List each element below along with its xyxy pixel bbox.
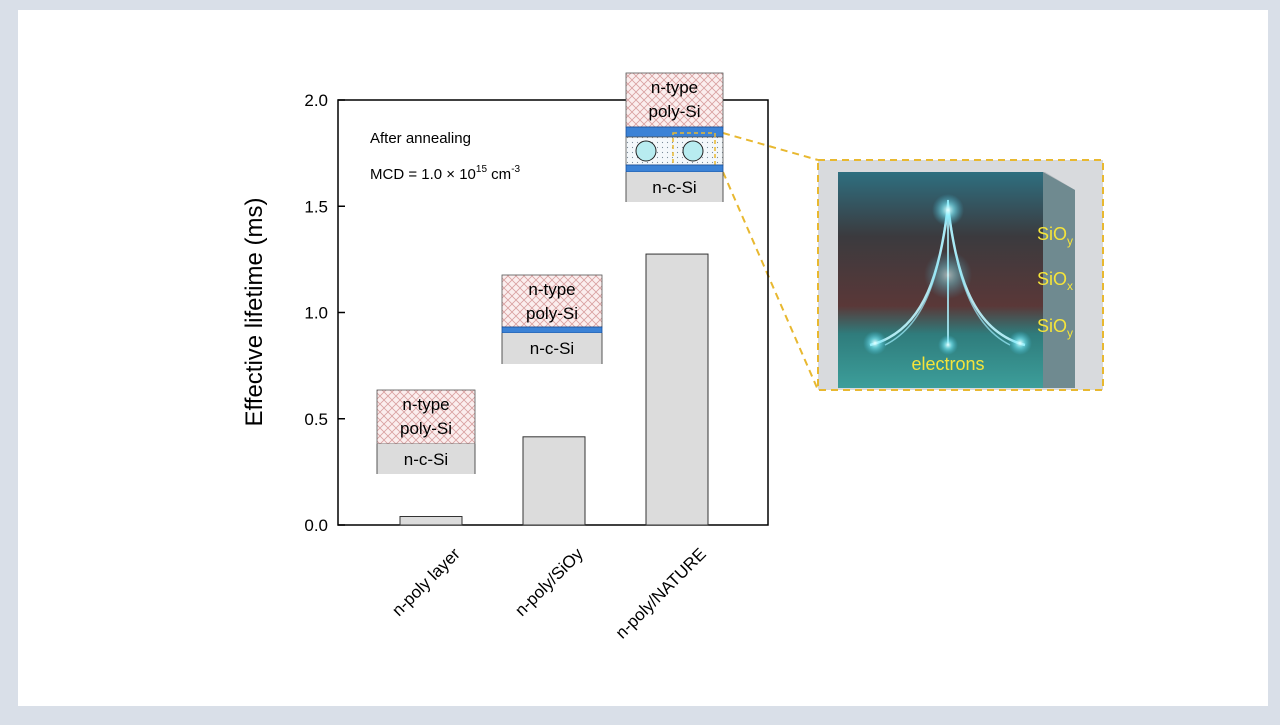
image-label: SiOy: [1037, 316, 1073, 340]
oxide-layer: [501, 326, 603, 334]
layer-label: n-c-Si: [652, 178, 696, 197]
oxide-layer: [625, 126, 724, 138]
substrate: [377, 444, 475, 474]
bar: [645, 253, 709, 526]
layer-label: poly-Si: [649, 102, 701, 121]
poly-layer: [376, 389, 476, 445]
oxide-layer: [625, 164, 724, 173]
substrate: [626, 172, 723, 202]
label-base: electrons: [911, 354, 984, 374]
layer-stack: n-type poly-Si n-c-Si: [501, 274, 603, 364]
y-tick-label: 0.5: [304, 410, 328, 429]
label-sub: y: [1067, 234, 1073, 248]
y-tick-label: 1.5: [304, 197, 328, 216]
annotation: After annealing: [370, 130, 471, 147]
poly-layer: [625, 72, 724, 128]
layer-label: n-type: [528, 280, 575, 299]
nanocrystal: [682, 140, 704, 162]
label-base: SiO: [1037, 269, 1067, 289]
label-base: SiO: [1037, 224, 1067, 244]
image-panel: [722, 132, 1104, 391]
layer-label: poly-Si: [526, 304, 578, 323]
layer-label: n-type: [651, 78, 698, 97]
label-sub: y: [1067, 326, 1073, 340]
y-tick-label: 1.0: [304, 304, 328, 323]
image-label: SiOy: [1037, 224, 1073, 248]
y-axis-label: Effective lifetime (ms): [241, 198, 268, 427]
bar: [399, 516, 463, 526]
nanocrystal: [635, 140, 657, 162]
layer-stack: n-type poly-Si n-c-Si: [376, 389, 476, 474]
y-tick-label: 0.0: [304, 516, 328, 535]
bar: [522, 436, 586, 526]
layer-label: n-c-Si: [530, 339, 574, 358]
label-base: SiO: [1037, 316, 1067, 336]
image-label: electrons: [911, 354, 984, 374]
poly-layer: [501, 274, 603, 328]
label-sub: x: [1067, 279, 1073, 293]
layer-label: n-c-Si: [404, 450, 448, 469]
layer-label: n-type: [402, 395, 449, 414]
y-tick-label: 2.0: [304, 91, 328, 110]
annotation: MCD = 1.0 × 1015 cm-3: [370, 164, 521, 183]
substrate: [502, 333, 602, 364]
image-label: SiOx: [1037, 269, 1073, 293]
layer-stack: n-type poly-Si n-c-Si: [625, 72, 724, 202]
layer-label: poly-Si: [400, 419, 452, 438]
